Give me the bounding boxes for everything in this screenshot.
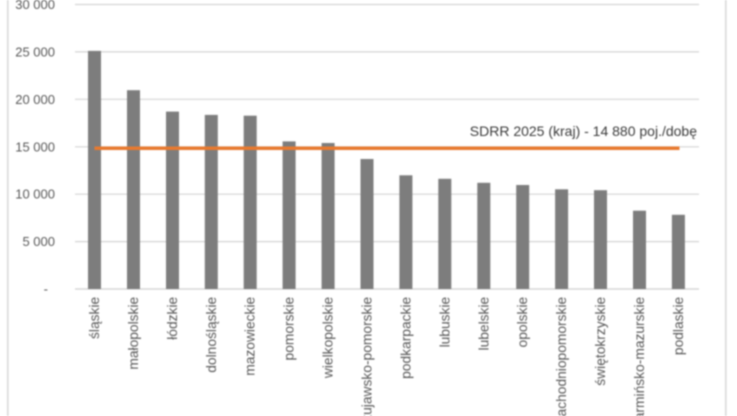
svg-text:opolskie: opolskie	[515, 296, 530, 347]
svg-text:lubuskie: lubuskie	[437, 296, 452, 347]
svg-text:warmińsko-mazurskie: warmińsko-mazurskie	[632, 296, 647, 416]
svg-text:30 000: 30 000	[15, 0, 55, 12]
svg-text:pomorskie: pomorskie	[282, 296, 297, 360]
svg-text:śląskie: śląskie	[87, 296, 102, 338]
svg-text:podkarpackie: podkarpackie	[398, 296, 413, 378]
svg-text:łódzkie: łódzkie	[165, 296, 180, 339]
svg-text:-: -	[44, 281, 48, 296]
svg-text:małopolskie: małopolskie	[126, 296, 141, 369]
svg-text:SDRR 2025 (kraj) - 14 880 poj.: SDRR 2025 (kraj) - 14 880 poj./dobę	[470, 123, 697, 139]
svg-text:15 000: 15 000	[15, 139, 55, 154]
svg-text:25 000: 25 000	[15, 44, 55, 59]
svg-text:10 000: 10 000	[15, 187, 55, 202]
svg-text:świętokrzyskie: świętokrzyskie	[593, 296, 608, 385]
svg-text:wielkopolskie: wielkopolskie	[321, 296, 336, 379]
svg-text:20 000: 20 000	[15, 92, 55, 107]
svg-text:zachodniopomorskie: zachodniopomorskie	[554, 296, 569, 416]
svg-text:lubelskie: lubelskie	[476, 296, 491, 350]
svg-text:podlaskie: podlaskie	[671, 296, 686, 355]
svg-text:dolnośląskie: dolnośląskie	[204, 296, 219, 372]
svg-text:kujawsko-pomorskie: kujawsko-pomorskie	[360, 296, 375, 416]
svg-text:mazowieckie: mazowieckie	[243, 296, 258, 375]
svg-text:5 000: 5 000	[22, 234, 55, 249]
